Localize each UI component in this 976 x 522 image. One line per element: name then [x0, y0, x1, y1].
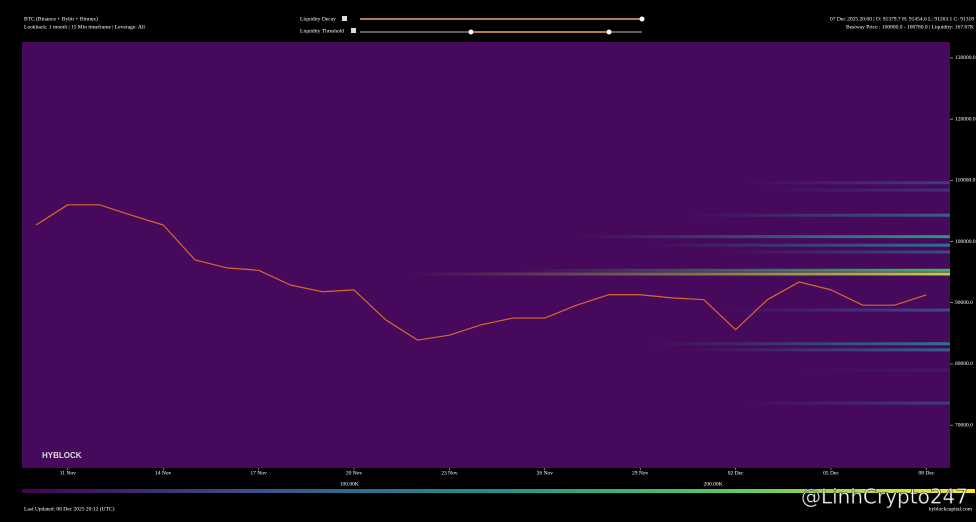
colorbar-tick-label: 200.00K — [704, 481, 723, 487]
x-tick-label: 14 Nov — [155, 470, 172, 476]
slider-knob[interactable] — [606, 29, 612, 35]
hover-text: Bestway Price : 100800.0 - 100780.0 | Li… — [846, 24, 974, 30]
y-tick-label: 110000.0 — [955, 178, 976, 184]
x-tick-label: 02 Dec — [728, 470, 744, 476]
slider-knob[interactable] — [468, 29, 474, 35]
liquidity-band — [408, 272, 950, 276]
liquidity-band — [518, 268, 950, 272]
checkbox[interactable] — [342, 16, 347, 21]
brand: HYBLOCK — [42, 451, 82, 460]
colorbar — [22, 489, 975, 493]
liquidity-band — [720, 308, 950, 312]
updated: Last Updated: 08 Dec 2025 20:12 (UTC) — [24, 505, 115, 512]
watermark: @LinhCrypto247 — [801, 485, 968, 509]
x-tick-label: 11 Nov — [60, 470, 76, 476]
x-tick-label: 05 Dec — [823, 470, 839, 476]
y-tick-label: 120000.0 — [955, 116, 976, 122]
control-label: Liquidity Decay — [300, 16, 336, 22]
control-label: Liquidity Threshold — [300, 28, 344, 34]
price-line — [35, 204, 927, 341]
liquidity-band — [646, 342, 950, 346]
liquidity-band — [683, 213, 950, 217]
plot-area — [22, 42, 950, 468]
x-tick-label: 17 Nov — [250, 470, 267, 476]
y-tick-label: 100000.0 — [955, 239, 976, 245]
site: hyblockcapital.com — [929, 506, 973, 512]
x-tick-label: 23 Nov — [441, 470, 458, 476]
title: BTC (Binance + Bybit + Bitmex) — [24, 15, 98, 22]
liquidity-band — [573, 235, 950, 239]
liquidity-band — [793, 368, 950, 372]
liquidity-band — [720, 250, 950, 254]
liquidity-band — [756, 188, 950, 192]
colorbar-tick-label: 100.00K — [340, 481, 359, 487]
x-tick-label: 08 Dec — [919, 470, 935, 476]
subtitle: Lookback: 1 month | 15 Min timeframe | L… — [24, 23, 145, 30]
slider-knob[interactable] — [639, 16, 645, 22]
ohlc-text: 07 Dec 2025 20:00 | O: 91379.7 H: 91454.… — [830, 16, 974, 22]
x-tick-label: 20 Nov — [346, 470, 363, 476]
y-tick-label: 80000.0 — [955, 361, 973, 367]
checkbox[interactable] — [351, 28, 356, 33]
x-tick-label: 26 Nov — [537, 470, 554, 476]
y-tick-label: 130000.0 — [955, 55, 976, 61]
x-tick-label: 29 Nov — [632, 470, 649, 476]
liquidity-band — [646, 243, 950, 247]
y-tick-label: 90000.0 — [955, 300, 973, 306]
liquidity-band — [683, 348, 950, 352]
liquidity-band — [738, 401, 950, 405]
y-tick-label: 70000.0 — [955, 422, 973, 428]
liquidity-band — [738, 181, 950, 185]
